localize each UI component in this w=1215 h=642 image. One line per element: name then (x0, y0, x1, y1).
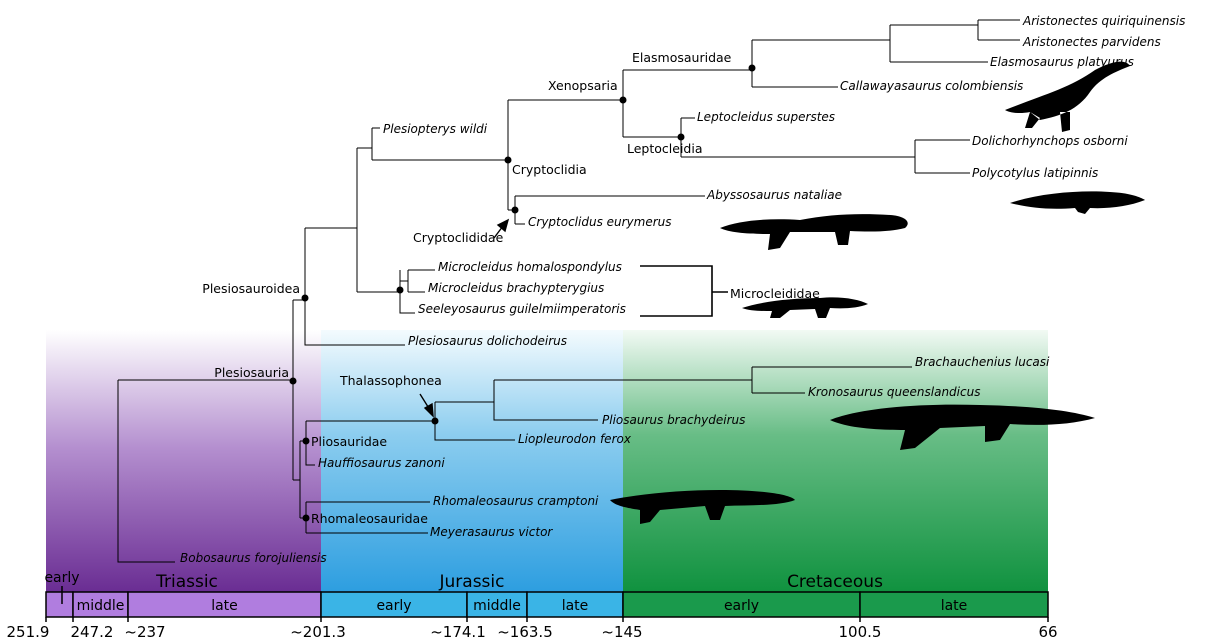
node (505, 157, 512, 164)
epoch-label: middle (77, 598, 125, 614)
polycotylid-silhouette (1010, 191, 1145, 214)
clade-label: Cryptoclididae (413, 230, 504, 245)
taxon-label: Abyssosaurus nataliae (706, 188, 842, 202)
epoch-label: late (211, 598, 238, 614)
taxon-label: Aristonectes parvidens (1022, 35, 1161, 49)
taxon-label: Meyerasaurus victor (430, 525, 553, 539)
clade-label: Elasmosauridae (632, 50, 732, 65)
node (303, 438, 310, 445)
taxon-label: Aristonectes quiriquinensis (1022, 14, 1185, 28)
period-label: Triassic (155, 572, 218, 592)
boundary-label: 100.5 (839, 623, 882, 641)
taxon-label: Microcleidus homalospondylus (438, 260, 622, 274)
taxon-label: Liopleurodon ferox (518, 432, 632, 446)
taxon-label: Brachauchenius lucasi (915, 355, 1050, 369)
clade-label: Leptocleidia (627, 141, 703, 156)
boundary-label: ~174.1 (430, 623, 486, 641)
clade-label: Microcleididae (730, 286, 820, 301)
taxon-label: Pliosaurus brachydeirus (602, 413, 745, 427)
taxon-label: Plesiosaurus dolichodeirus (408, 334, 567, 348)
taxon-label: Plesiopterys wildi (383, 122, 488, 136)
epoch-label: early (376, 598, 411, 614)
epoch-box (46, 592, 73, 617)
taxon-label: Cryptoclidus eurymerus (528, 215, 672, 229)
node (290, 378, 297, 385)
clade-label: Plesiosauria (214, 365, 289, 380)
clade-label: Plesiosauroidea (202, 281, 300, 296)
epoch-label: late (562, 598, 589, 614)
node (678, 134, 685, 141)
node (512, 207, 519, 214)
epoch-label: late (941, 598, 968, 614)
node (303, 515, 310, 522)
node (432, 418, 439, 425)
clade-label: Xenopsaria (548, 78, 618, 93)
taxon-label: Callawayasaurus colombiensis (840, 79, 1023, 93)
cryptoclidus-silhouette (720, 214, 908, 250)
taxon-label: Kronosaurus queenslandicus (808, 385, 980, 399)
node (749, 65, 756, 72)
clade-label: Rhomaleosauridae (311, 511, 428, 526)
taxon-label: Leptocleidus superstes (697, 110, 835, 124)
clade-label: Cryptoclidia (512, 162, 587, 177)
clade-label: Thalassophonea (339, 373, 442, 388)
microcleididae-bracket (640, 266, 728, 316)
boundary-label: ~237 (124, 623, 165, 641)
epoch-label: early (724, 598, 759, 614)
boundary-label: ~201.3 (290, 623, 346, 641)
taxon-label: Microcleidus brachypterygius (428, 281, 604, 295)
epoch-label: early (44, 570, 79, 586)
taxon-label: Polycotylus latipinnis (972, 166, 1098, 180)
cretaceous-background (623, 330, 1048, 592)
elasmosaur-silhouette (1005, 62, 1130, 132)
boundary-label: 66 (1038, 623, 1057, 641)
boundary-label: 247.2 (71, 623, 114, 641)
boundary-label: 251.9 (7, 623, 50, 641)
taxon-label: Elasmosaurus platyurus (990, 55, 1134, 69)
taxon-label: Hauffiosaurus zanoni (318, 456, 445, 470)
taxon-label: Rhomaleosaurus cramptoni (433, 494, 599, 508)
phylogeny-figure: Aristonectes quiriquinensis Aristonectes … (0, 0, 1215, 642)
epoch-label: middle (473, 598, 521, 614)
boundary-label: ~163.5 (497, 623, 553, 641)
node (302, 295, 309, 302)
clade-label: Pliosauridae (311, 434, 387, 449)
period-label: Cretaceous (787, 572, 883, 592)
node (620, 97, 627, 104)
taxon-label: Bobosaurus forojuliensis (180, 551, 327, 565)
boundary-label: ~145 (601, 623, 642, 641)
taxon-label: Dolichorhynchops osborni (972, 134, 1128, 148)
taxon-label: Seeleyosaurus guilelmiimperatoris (418, 302, 626, 316)
node (397, 287, 404, 294)
period-label: Jurassic (439, 572, 505, 592)
